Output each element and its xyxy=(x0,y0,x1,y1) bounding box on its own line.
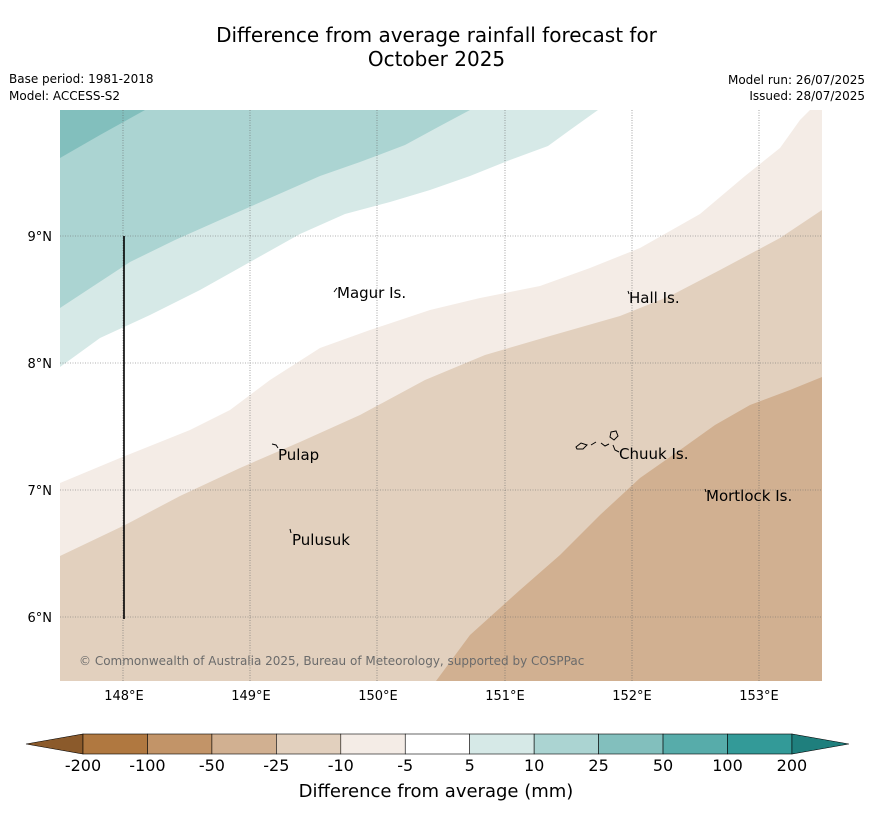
lat-label-6n: 6°N xyxy=(28,611,53,626)
pulusuk-island-outline xyxy=(289,528,292,534)
colorbar-segment xyxy=(276,733,342,755)
issued-date: Issued: 28/07/2025 xyxy=(749,89,865,103)
colorbar-extend-high xyxy=(791,733,850,755)
colorbar-segment xyxy=(211,733,277,755)
magur-island-outline xyxy=(333,287,338,293)
model-name: Model: ACCESS-S2 xyxy=(9,89,121,103)
colorbar-tick-label: 10 xyxy=(524,756,544,775)
colorbar-segment xyxy=(340,733,406,755)
place-labels: Magur Is. Hall Is. Pulap Chuuk Is. Mortl… xyxy=(278,284,792,549)
lon-label-152e: 152°E xyxy=(612,689,652,704)
rainfall-map xyxy=(60,110,822,681)
island-outlines xyxy=(271,287,707,534)
lon-label-149e: 149°E xyxy=(231,689,271,704)
colorbar-tick-label: 200 xyxy=(777,756,808,775)
colorbar-tick-label: -100 xyxy=(129,756,165,775)
place-label-pulusuk: Pulusuk xyxy=(292,531,350,549)
colorbar-segment xyxy=(662,733,728,755)
lat-label-7n: 7°N xyxy=(28,484,53,499)
pulap-island-outline xyxy=(271,443,279,449)
lon-label-153e: 153°E xyxy=(739,689,779,704)
chart-title-line2: October 2025 xyxy=(367,47,506,71)
colorbar-legend: -200 -100 -50 -25 -10 -5 5 10 25 50 100 200 xyxy=(25,733,850,775)
colorbar-tick-label: 100 xyxy=(712,756,743,775)
lon-label-148e: 148°E xyxy=(104,689,144,704)
model-run: Model run: 26/07/2025 xyxy=(727,73,865,87)
graticule xyxy=(60,110,822,681)
lat-label-9n: 9°N xyxy=(28,230,53,245)
colorbar-tick-label: 50 xyxy=(653,756,673,775)
chart-title-line1: Difference from average rainfall forecas… xyxy=(216,23,657,47)
colorbar-segment xyxy=(404,733,470,755)
chuuk-island-outline xyxy=(575,430,620,453)
lon-label-151e: 151°E xyxy=(485,689,525,704)
place-label-mortlock: Mortlock Is. xyxy=(706,487,792,505)
colorbar-tick-label: 25 xyxy=(588,756,608,775)
lat-label-8n: 8°N xyxy=(28,357,53,372)
band-wet-25-50 xyxy=(60,110,145,158)
colorbar-segment xyxy=(469,733,535,755)
colorbar-tick-label: -25 xyxy=(263,756,289,775)
place-label-chuuk: Chuuk Is. xyxy=(619,445,688,463)
base-period: Base period: 1981-2018 xyxy=(9,72,154,86)
colorbar-segment xyxy=(727,733,793,755)
hall-island-outline xyxy=(627,290,630,295)
colorbar-tick-label: 5 xyxy=(465,756,475,775)
place-label-pulap: Pulap xyxy=(278,446,319,464)
colorbar-segment xyxy=(533,733,599,755)
place-label-hall: Hall Is. xyxy=(629,289,680,307)
place-label-magur: Magur Is. xyxy=(337,284,406,302)
colorbar-tick-label: -200 xyxy=(65,756,101,775)
latitude-labels: 9°N 8°N 7°N 6°N xyxy=(28,230,53,626)
colorbar-title: Difference from average (mm) xyxy=(299,781,574,802)
colorbar-tick-label: -50 xyxy=(199,756,225,775)
band-wet-10-25 xyxy=(60,110,470,308)
colorbar-segment xyxy=(82,733,148,755)
colorbar-tick-label: -10 xyxy=(328,756,354,775)
band-dry-25-50 xyxy=(436,377,822,681)
longitude-labels: 148°E 149°E 150°E 151°E 152°E 153°E xyxy=(104,689,779,704)
lon-label-150e: 150°E xyxy=(358,689,398,704)
colorbar-segment xyxy=(598,733,664,755)
mortlock-island-outline xyxy=(704,488,707,493)
copyright-credit: © Commonwealth of Australia 2025, Bureau… xyxy=(79,654,584,668)
colorbar-segment xyxy=(147,733,213,755)
colorbar-tick-label: -5 xyxy=(397,756,413,775)
colorbar-extend-low xyxy=(25,733,84,755)
